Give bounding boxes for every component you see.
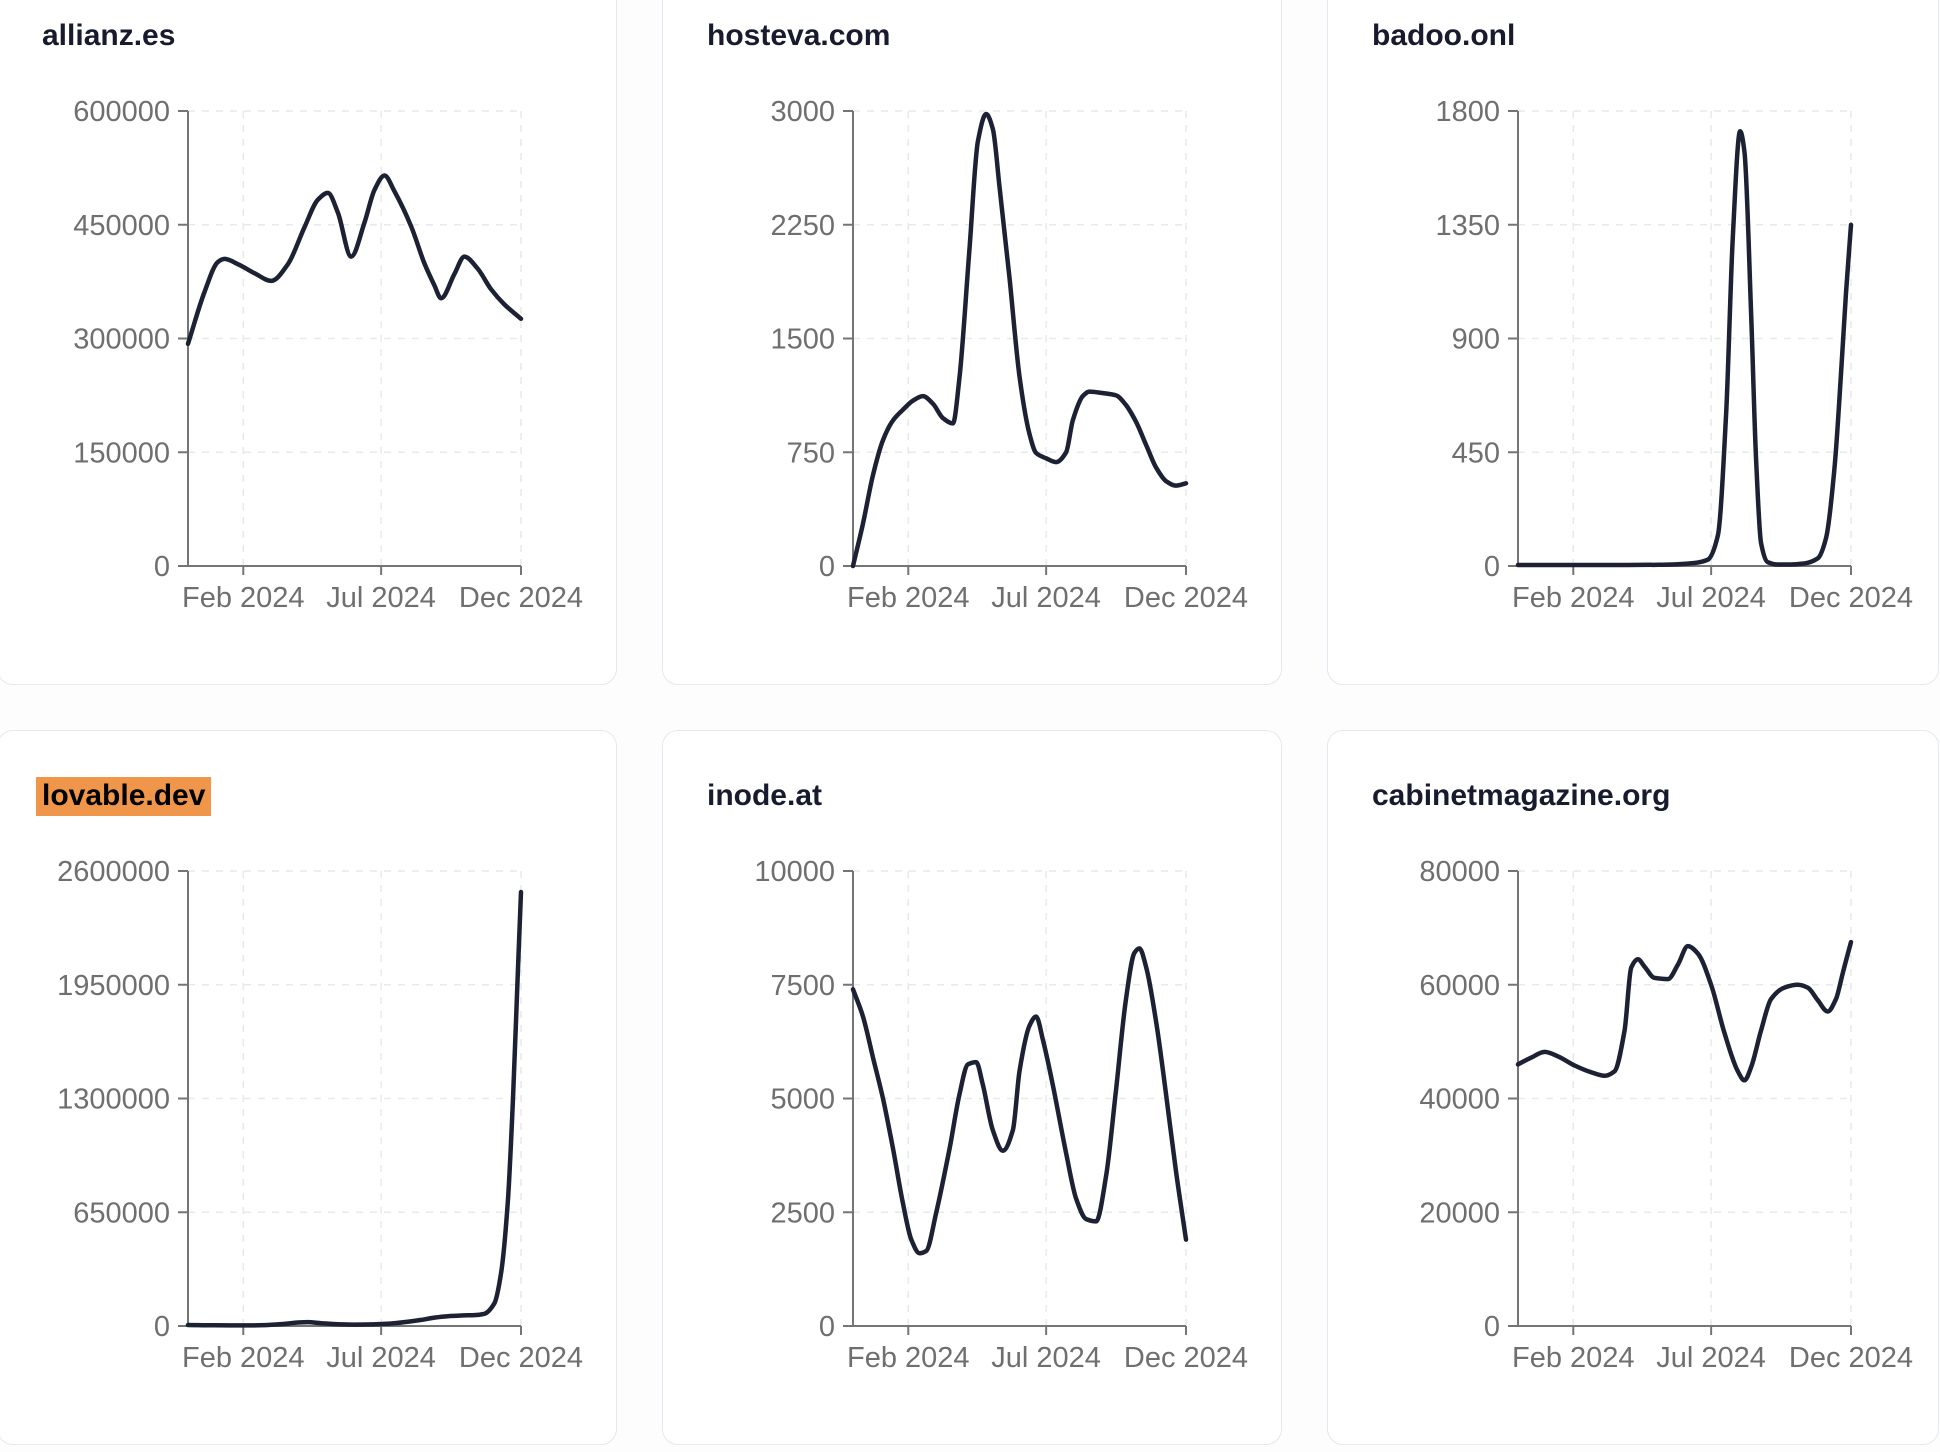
svg-text:900: 900: [1452, 324, 1500, 356]
line-chart[interactable]: 0 450 900 1350 1800 Feb 2024 Jul 2024 Dec 2024: [1328, 0, 1940, 686]
card-title: lovable.dev: [36, 777, 212, 816]
svg-text:Jul 2024: Jul 2024: [326, 1342, 436, 1374]
svg-text:2250: 2250: [770, 210, 835, 242]
svg-text:1800: 1800: [1435, 96, 1500, 128]
svg-text:0: 0: [819, 1311, 835, 1343]
svg-text:Jul 2024: Jul 2024: [326, 582, 436, 614]
card-title: cabinetmagazine.org: [1372, 779, 1670, 813]
svg-text:Feb 2024: Feb 2024: [182, 1342, 305, 1374]
svg-text:10000: 10000: [754, 856, 835, 888]
svg-text:Jul 2024: Jul 2024: [1656, 1342, 1766, 1374]
svg-text:Feb 2024: Feb 2024: [1512, 1342, 1635, 1374]
svg-text:2600000: 2600000: [57, 856, 170, 888]
line-chart[interactable]: 0 20000 40000 60000 80000 Feb 2024 Jul 2024 Dec…: [1328, 731, 1940, 1446]
domain-card-cabinetmagazine: cabinetmagazine.org 0 20000 40000 60000 8000…: [1327, 730, 1939, 1445]
svg-text:Feb 2024: Feb 2024: [847, 1342, 970, 1374]
svg-text:450: 450: [1452, 437, 1500, 469]
svg-text:600000: 600000: [73, 96, 170, 128]
card-title: hosteva.com: [707, 19, 890, 53]
svg-text:Dec 2024: Dec 2024: [459, 582, 583, 614]
domain-title: inode.at: [707, 779, 823, 812]
card-title: inode.at: [707, 779, 822, 813]
svg-text:Feb 2024: Feb 2024: [847, 582, 970, 614]
svg-text:1350: 1350: [1435, 210, 1500, 242]
svg-text:5000: 5000: [770, 1084, 835, 1116]
svg-text:450000: 450000: [73, 210, 170, 242]
svg-text:Feb 2024: Feb 2024: [182, 582, 305, 614]
svg-text:Dec 2024: Dec 2024: [459, 1342, 583, 1374]
svg-text:40000: 40000: [1419, 1084, 1500, 1116]
svg-text:0: 0: [1484, 1311, 1500, 1343]
domain-title: cabinetmagazine.org: [1372, 779, 1671, 812]
svg-text:0: 0: [1484, 551, 1500, 583]
svg-text:Jul 2024: Jul 2024: [991, 1342, 1101, 1374]
svg-text:1950000: 1950000: [57, 970, 170, 1002]
svg-text:2500: 2500: [770, 1197, 835, 1229]
card-title: allianz.es: [42, 19, 175, 53]
line-chart[interactable]: 0 2500 5000 7500 10000 Feb 2024 Jul 2024 Dec 20…: [663, 731, 1283, 1446]
domain-card-hosteva: hosteva.com 0 750 1500 2250 3000 Feb 2024 Jul …: [662, 0, 1282, 685]
svg-text:80000: 80000: [1419, 856, 1500, 888]
svg-text:Jul 2024: Jul 2024: [991, 582, 1101, 614]
svg-text:Dec 2024: Dec 2024: [1789, 1342, 1913, 1374]
svg-text:1500: 1500: [770, 324, 835, 356]
card-title: badoo.onl: [1372, 19, 1515, 53]
svg-text:150000: 150000: [73, 437, 170, 469]
line-chart[interactable]: 0 650000 1300000 1950000 2600000 Feb 2024 Jul …: [0, 731, 618, 1446]
svg-text:0: 0: [154, 551, 170, 583]
svg-text:750: 750: [787, 437, 835, 469]
domain-card-badoo: badoo.onl 0 450 900 1350 1800 Feb 2024 Jul 202…: [1327, 0, 1939, 685]
svg-text:0: 0: [154, 1311, 170, 1343]
domain-title: badoo.onl: [1372, 19, 1516, 52]
svg-text:1300000: 1300000: [57, 1084, 170, 1116]
svg-text:650000: 650000: [73, 1197, 170, 1229]
svg-text:0: 0: [819, 551, 835, 583]
domain-card-inode: inode.at 0 2500 5000 7500 10000 Feb 2024 Jul 2…: [662, 730, 1282, 1445]
svg-text:7500: 7500: [770, 970, 835, 1002]
line-chart[interactable]: 0 750 1500 2250 3000 Feb 2024 Jul 2024 Dec 2024: [663, 0, 1283, 686]
svg-text:20000: 20000: [1419, 1197, 1500, 1229]
svg-text:60000: 60000: [1419, 970, 1500, 1002]
svg-text:300000: 300000: [73, 324, 170, 356]
domain-title: allianz.es: [42, 19, 176, 52]
svg-text:Dec 2024: Dec 2024: [1124, 1342, 1248, 1374]
domain-card-allianz: allianz.es 0 150000 300000 450000 600000 Feb …: [0, 0, 617, 685]
line-chart[interactable]: 0 150000 300000 450000 600000 Feb 2024 Jul 202…: [0, 0, 618, 686]
svg-text:Feb 2024: Feb 2024: [1512, 582, 1635, 614]
svg-text:3000: 3000: [770, 96, 835, 128]
svg-text:Dec 2024: Dec 2024: [1124, 582, 1248, 614]
svg-text:Jul 2024: Jul 2024: [1656, 582, 1766, 614]
domain-title: lovable.dev: [36, 777, 212, 816]
svg-text:Dec 2024: Dec 2024: [1789, 582, 1913, 614]
domain-title: hosteva.com: [707, 19, 891, 52]
domain-card-lovable: lovable.dev 0 650000 1300000 1950000 2600000…: [0, 730, 617, 1445]
